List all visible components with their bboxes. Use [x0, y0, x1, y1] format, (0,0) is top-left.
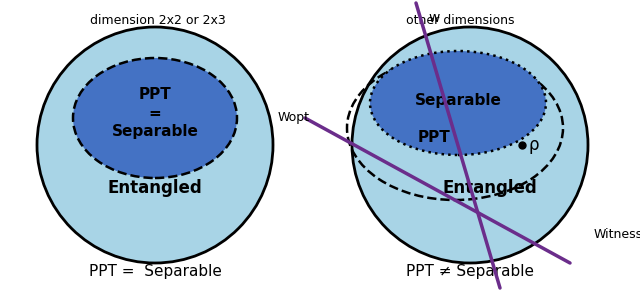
Text: Witnesses: Witnesses	[594, 229, 640, 241]
Text: Entangled: Entangled	[443, 179, 538, 197]
Text: other dimensions: other dimensions	[406, 14, 515, 28]
Ellipse shape	[370, 51, 546, 155]
Text: Wopt: Wopt	[278, 112, 310, 125]
Circle shape	[352, 27, 588, 263]
Text: w: w	[428, 11, 440, 25]
Text: dimension 2x2 or 2x3: dimension 2x2 or 2x3	[90, 14, 226, 28]
Text: PPT
=
Separable: PPT = Separable	[111, 87, 198, 139]
Ellipse shape	[73, 58, 237, 178]
Text: Entangled: Entangled	[108, 179, 202, 197]
Text: ρ: ρ	[528, 136, 538, 154]
Text: PPT =  Separable: PPT = Separable	[88, 264, 221, 279]
Text: Separable: Separable	[415, 93, 501, 108]
Text: PPT: PPT	[418, 130, 451, 146]
Circle shape	[37, 27, 273, 263]
Text: PPT ≠ Separable: PPT ≠ Separable	[406, 264, 534, 279]
